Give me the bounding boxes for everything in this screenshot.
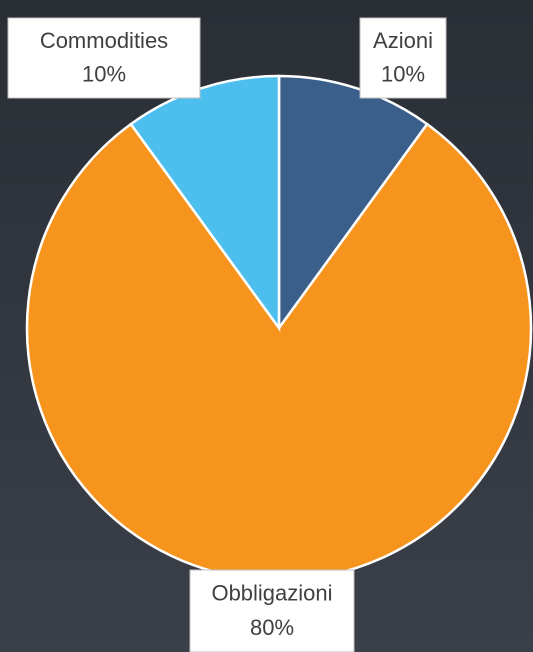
pie-slice	[277, 74, 429, 332]
label-box	[359, 17, 447, 99]
labels: Azioni 10% Obbligazioni 80% Commodities 10%	[7, 17, 447, 652]
category-label: Azioni	[373, 28, 433, 53]
value-label: 10%	[381, 61, 425, 86]
pie	[25, 74, 533, 582]
category-label: Obbligazioni	[211, 580, 332, 605]
label-box	[7, 17, 201, 99]
label-box	[189, 569, 355, 652]
value-label: 80%	[250, 615, 294, 640]
category-label: Commodities	[40, 28, 168, 53]
pie-slice	[129, 74, 281, 332]
value-label: 10%	[82, 61, 126, 86]
